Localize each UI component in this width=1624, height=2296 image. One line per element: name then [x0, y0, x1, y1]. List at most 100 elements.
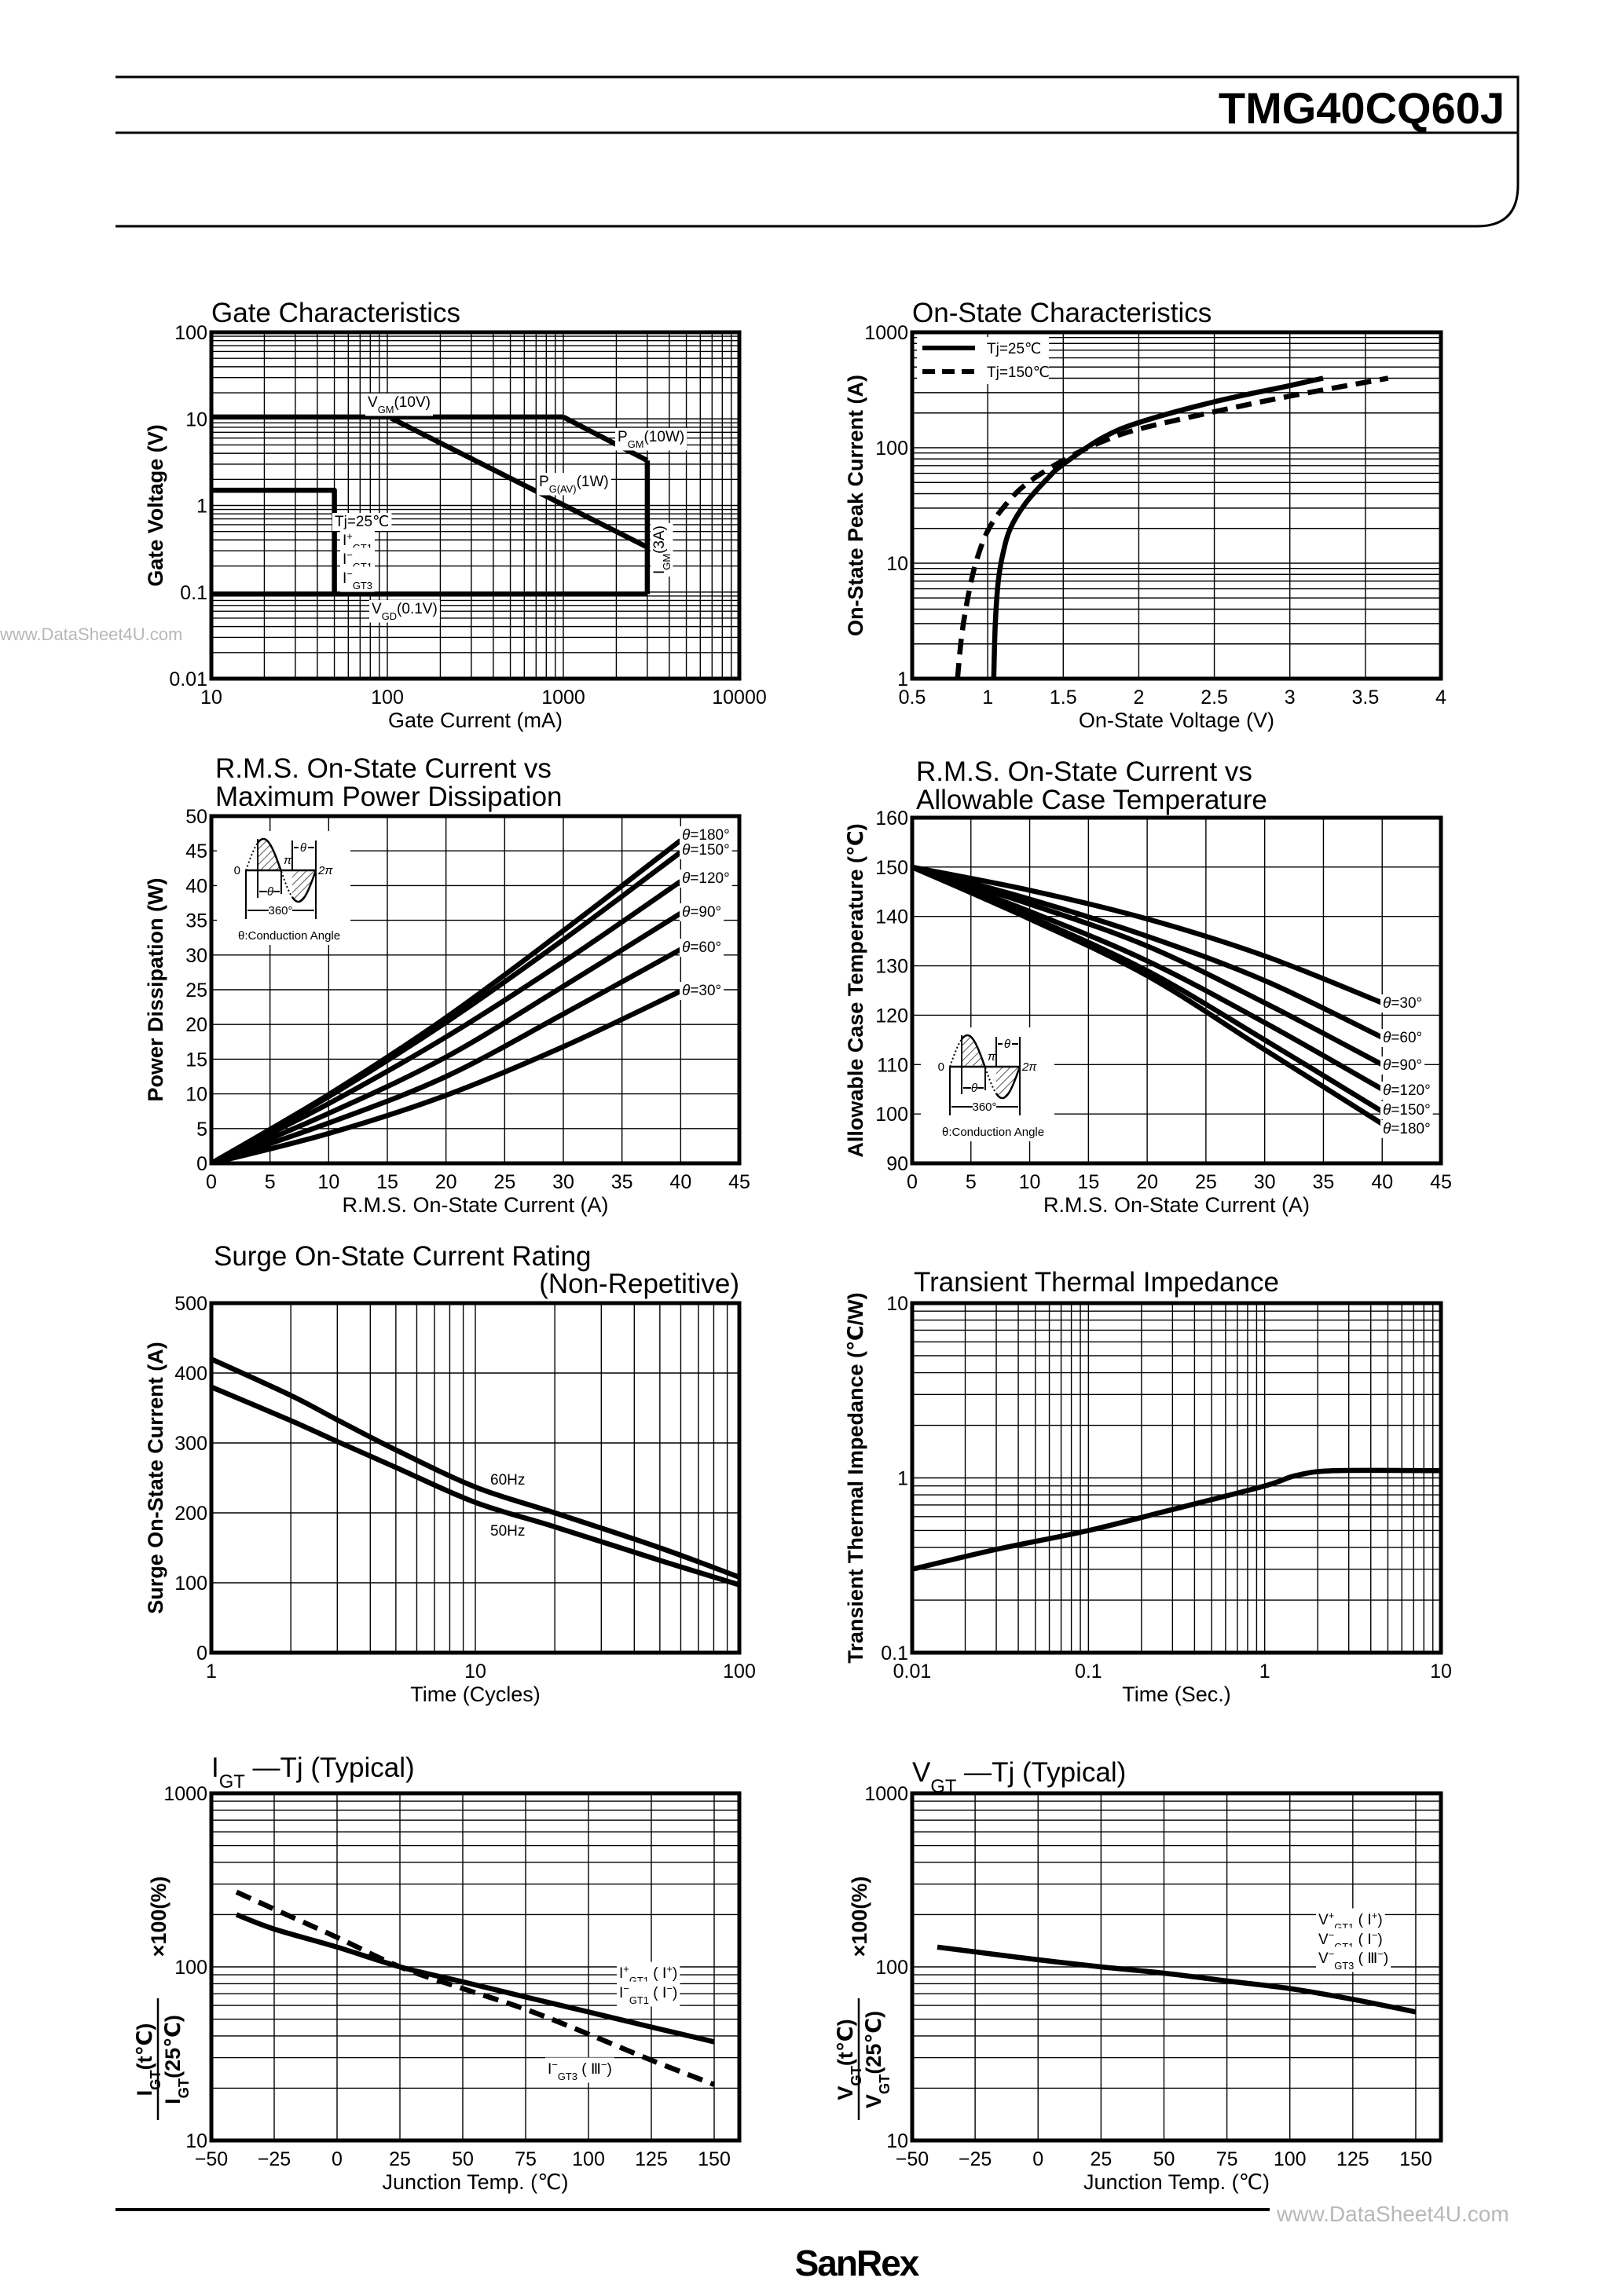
- x-tick-label: 1: [1259, 1661, 1270, 1683]
- x-tick-label: 45: [1430, 1171, 1452, 1193]
- sanrex-logo: SanRex: [795, 2243, 920, 2283]
- annotation-background: [488, 1471, 528, 1489]
- y-tick-label: 45: [185, 840, 207, 862]
- x-tick-label: 100: [1274, 2148, 1307, 2170]
- label-segment: GT1: [629, 1994, 649, 2006]
- y-tick-label: 1000: [163, 1783, 207, 1805]
- x-tick-label: 100: [371, 687, 404, 709]
- diagram-label: 0: [234, 864, 240, 877]
- y-tick-label: 1000: [864, 1783, 908, 1805]
- label-segment: I: [343, 570, 346, 587]
- x-tick-label: 4: [1435, 687, 1446, 709]
- x-tick-label: 3.5: [1351, 687, 1379, 709]
- diagram-label: 360°: [972, 1100, 996, 1114]
- plot-frame: [209, 1791, 742, 2143]
- y-label-denominator: VGT(25℃): [862, 2011, 893, 2108]
- label-segment: (3A): [651, 525, 668, 554]
- y-tick-label: 5: [196, 1119, 207, 1141]
- label-segment: (25℃): [862, 2011, 885, 2074]
- label-segment: V: [368, 394, 378, 411]
- plot-frame: [209, 330, 742, 681]
- annotation: IGM(3A): [651, 525, 673, 574]
- series-line-5: [390, 416, 649, 550]
- label-segment: ( Ⅰ: [649, 1965, 667, 1982]
- label-segment: =180°: [1391, 1121, 1430, 1137]
- x-tick-label: 20: [1136, 1171, 1158, 1193]
- x-tick-label: 25: [1090, 2148, 1112, 2170]
- label-segment: I: [343, 551, 346, 568]
- label-segment: θ: [1383, 995, 1391, 1012]
- plot-frame: [910, 1301, 1443, 1655]
- annotation-background: [680, 903, 724, 921]
- label-segment: −: [666, 1983, 673, 1994]
- x-tick-label: 75: [515, 2148, 537, 2170]
- chart-title: Surge On-State Current Rating: [214, 1241, 592, 1272]
- series-group: [211, 414, 651, 597]
- diagram-label: θ:Conduction Angle: [942, 1126, 1044, 1139]
- sine-blocked: [280, 871, 293, 898]
- label-segment: I: [651, 570, 668, 574]
- label-segment: ): [607, 2061, 611, 2078]
- label-segment: −: [1329, 1948, 1335, 1960]
- label-segment: GM: [378, 404, 394, 416]
- y-axis-label: IGT(t℃)IGT(25℃)×100(%): [133, 1877, 192, 2120]
- x-axis-label: Junction Temp. (℃): [1083, 2170, 1270, 2194]
- y-axis-label: Surge On-State Current (A): [144, 1342, 167, 1614]
- series-line-3: [912, 864, 1384, 1067]
- series-line-1: [235, 1912, 715, 2045]
- label-segment: GT: [175, 2078, 192, 2098]
- label-segment: V: [1318, 1912, 1329, 1928]
- label-segment: θ: [682, 904, 691, 921]
- annotation: 50Hz: [490, 1523, 525, 1540]
- x-tick-label: 45: [728, 1171, 750, 1193]
- chart-title: IGT —Tj (Typical): [211, 1752, 415, 1792]
- x-tick-label: 0: [332, 2148, 343, 2170]
- label-segment: =30°: [1391, 995, 1422, 1012]
- diagram-label: π: [284, 854, 292, 867]
- sine-conducting: [961, 1034, 987, 1068]
- annotation-background: [1316, 1946, 1391, 1972]
- x-tick-label: 0: [1032, 2148, 1043, 2170]
- x-axis-label: Gate Current (mA): [388, 709, 563, 732]
- annotation-background: [680, 826, 732, 844]
- label-segment: —Tj (Typical): [956, 1757, 1126, 1788]
- series-line-2: [955, 375, 1389, 679]
- label-segment: ): [1377, 1932, 1382, 1948]
- label-segment: V: [862, 2094, 885, 2108]
- label-segment: GT: [876, 2074, 893, 2094]
- label-segment: (t℃): [834, 2019, 857, 2066]
- sine-conducting: [995, 1066, 1021, 1100]
- series-line-2: [912, 864, 1384, 1040]
- series-line-2: [562, 415, 649, 463]
- series-line-1: [937, 1944, 1417, 2015]
- page-footer: www.DataSheet4U.com SanRex: [115, 2202, 1509, 2283]
- y-tick-label: 0.1: [180, 582, 207, 604]
- x-tick-label: 50: [1153, 2148, 1175, 2170]
- label-segment: =180°: [690, 827, 729, 844]
- annotation: θ=30°: [682, 983, 721, 999]
- label-segment: I: [211, 1752, 219, 1783]
- y-axis-label: On-State Peak Current (A): [844, 375, 867, 636]
- x-tick-label: 5: [966, 1171, 977, 1193]
- y-tick-label: 120: [875, 1005, 908, 1027]
- series-line-5: [211, 947, 682, 1163]
- plot-frame: [910, 815, 1443, 1166]
- annotation: θ=120°: [682, 870, 730, 887]
- label-segment: −: [346, 568, 353, 580]
- conduction-angle-diagram: 0 π 2π θ θ 360° θ:Conduction Angle: [921, 1027, 1054, 1141]
- x-tick-label: 0: [907, 1171, 918, 1193]
- annotation: PGM(10W): [618, 429, 684, 450]
- label-segment: P: [539, 474, 549, 490]
- label-segment: =30°: [690, 983, 721, 999]
- annotation: θ=90°: [682, 904, 721, 921]
- annotation: θ=60°: [1383, 1030, 1422, 1046]
- y-tick-label: 10: [886, 553, 908, 575]
- x-tick-label: −25: [258, 2148, 291, 2170]
- y-tick-label: 100: [875, 438, 908, 460]
- annotation-background: [617, 1981, 680, 2007]
- y-tick-label: 15: [185, 1049, 207, 1071]
- label-segment: (25℃): [161, 2015, 185, 2078]
- label-segment: V: [372, 601, 382, 617]
